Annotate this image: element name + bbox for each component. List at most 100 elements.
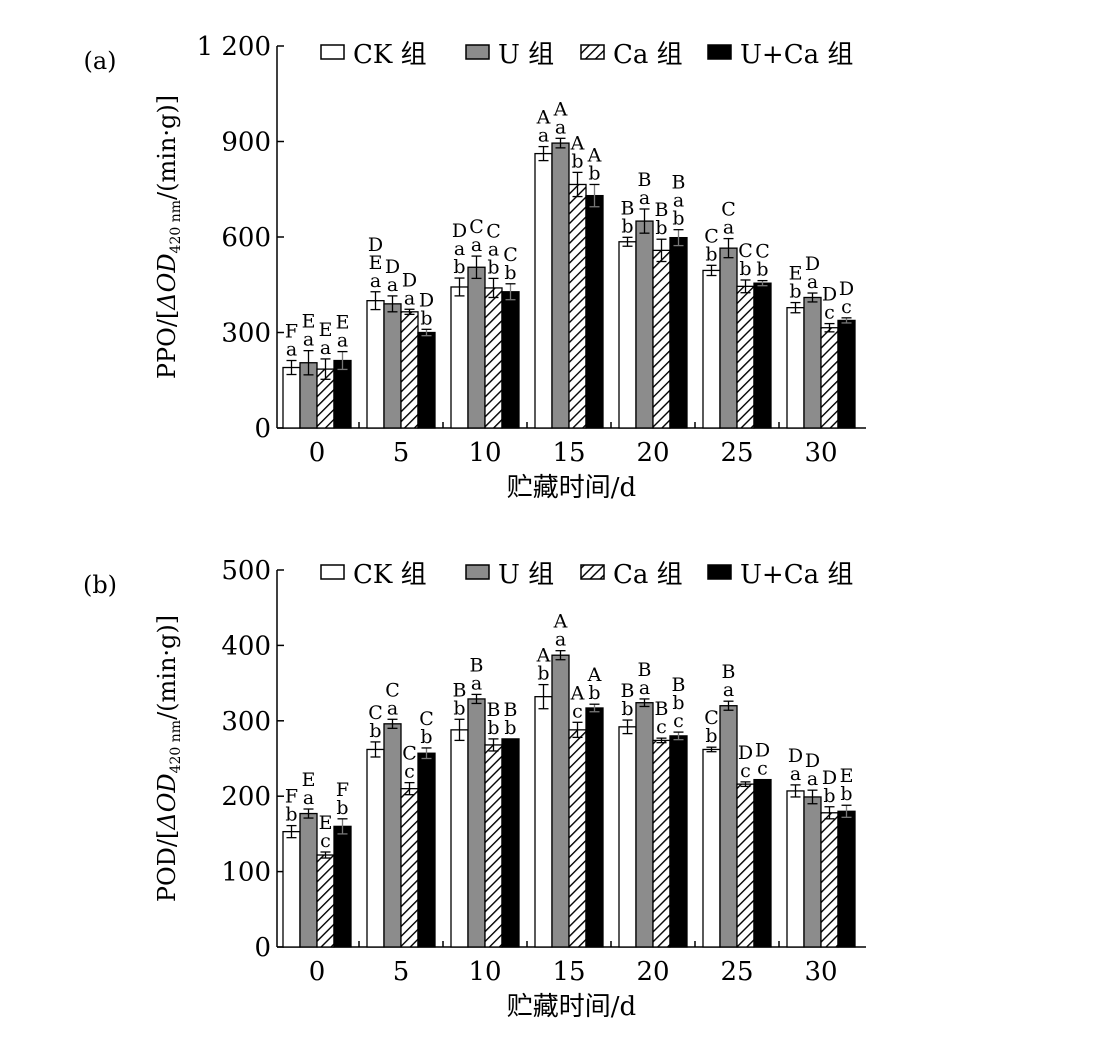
bar <box>803 296 822 429</box>
significance-label: D <box>822 767 837 789</box>
bar <box>568 183 587 429</box>
y-axis-label-part: ΔOD <box>153 253 181 310</box>
bar <box>484 287 503 429</box>
x-tick-label: 20 <box>636 438 669 468</box>
x-tick-label: 15 <box>552 438 585 468</box>
significance-label: a <box>488 238 499 260</box>
significance-label: C <box>469 216 484 238</box>
significance-label: C <box>486 220 501 242</box>
x-tick-label: 25 <box>720 957 753 987</box>
legend-swatch-white <box>320 564 345 580</box>
y-tick-label: 500 <box>221 556 271 586</box>
y-tick-label: 1 200 <box>197 32 271 62</box>
significance-label: b <box>420 726 432 748</box>
legend-label: U 组 <box>498 560 554 590</box>
significance-label: b <box>621 698 633 720</box>
chart-panel-b: (b) 0 100 200 300 400 500 0 5 10 15 20 25 30 贮藏时间/d POD… <box>83 556 866 1022</box>
significance-label: E <box>302 769 316 791</box>
y-axis-label-part: POD/[ <box>153 830 181 903</box>
significance-label: C <box>704 707 719 729</box>
significance-label: b <box>420 307 432 329</box>
bar <box>736 783 755 948</box>
significance-label: a <box>370 270 381 292</box>
significance-label: a <box>471 234 482 256</box>
significance-label: a <box>555 629 566 651</box>
bar <box>551 142 570 429</box>
x-axis-label: 贮藏时间/d <box>507 473 636 503</box>
significance-label: a <box>639 677 650 699</box>
bar <box>316 854 335 948</box>
significance-label: b <box>504 262 516 284</box>
significance-label: A <box>536 107 551 129</box>
significance-label: c <box>841 296 852 318</box>
y-axis-label-part: PPO/[ <box>153 310 181 379</box>
significance-label: E <box>302 311 316 333</box>
significance-label: a <box>387 697 398 719</box>
y-axis-label-part: 420 nm <box>168 720 184 773</box>
significance-label: C <box>738 240 753 262</box>
bar <box>366 748 385 948</box>
significance-label: A <box>587 144 602 166</box>
significance-label: D <box>755 740 770 762</box>
significance-label: a <box>790 763 801 785</box>
panel-label: (b) <box>83 571 117 599</box>
bar <box>585 194 604 429</box>
significance-label: a <box>387 274 398 296</box>
y-tick-label: 400 <box>221 631 271 661</box>
significance-label: F <box>285 786 298 808</box>
legend-swatch-white <box>320 44 345 60</box>
significance-label: a <box>538 125 549 147</box>
legend-swatch-hatch <box>580 44 605 60</box>
significance-label: B <box>672 172 686 194</box>
bar <box>400 788 419 948</box>
bar <box>702 748 721 948</box>
significance-label: D <box>805 253 820 275</box>
significance-label: c <box>757 758 768 780</box>
panel-label: (a) <box>83 47 116 75</box>
significance-label: C <box>704 225 719 247</box>
bar <box>534 152 553 429</box>
bar <box>585 707 604 948</box>
x-tick-label: 20 <box>636 957 669 987</box>
significance-label: b <box>487 256 499 278</box>
bar <box>803 796 822 948</box>
bar <box>669 735 688 948</box>
bar <box>702 269 721 429</box>
significance-label: C <box>721 199 736 221</box>
significance-label: A <box>553 98 568 120</box>
bar <box>786 307 805 429</box>
significance-label: c <box>824 302 835 324</box>
significance-label: C <box>419 708 434 730</box>
bar <box>837 810 856 948</box>
significance-label: b <box>739 258 751 280</box>
significance-label: b <box>621 215 633 237</box>
bar <box>551 654 570 948</box>
bar <box>501 291 520 429</box>
y-tick-label: 900 <box>221 128 271 158</box>
significance-label: C <box>385 679 400 701</box>
y-tick-label: 300 <box>221 707 271 737</box>
bar <box>652 739 671 948</box>
y-tick-label: 0 <box>254 933 271 963</box>
x-tick-label: 30 <box>804 438 837 468</box>
legend-swatch-black <box>707 44 732 60</box>
bar <box>282 366 301 429</box>
bar <box>820 812 839 948</box>
significance-label: A <box>553 611 568 633</box>
bar <box>635 702 654 948</box>
significance-label: E <box>840 765 854 787</box>
significance-label: c <box>404 761 415 783</box>
x-tick-label: 25 <box>720 438 753 468</box>
significance-label: B <box>638 169 652 191</box>
x-axis-label: 贮藏时间/d <box>507 992 636 1022</box>
bar <box>652 249 671 429</box>
x-tick-label: 0 <box>309 438 326 468</box>
significance-label: F <box>336 779 349 801</box>
significance-label: a <box>286 339 297 361</box>
significance-label: b <box>571 150 583 172</box>
bar <box>366 300 385 429</box>
significance-label: b <box>789 281 801 303</box>
significance-label: c <box>320 830 331 852</box>
y-axis-label-part: /(min·g)] <box>153 615 181 720</box>
significance-label: b <box>588 162 600 184</box>
